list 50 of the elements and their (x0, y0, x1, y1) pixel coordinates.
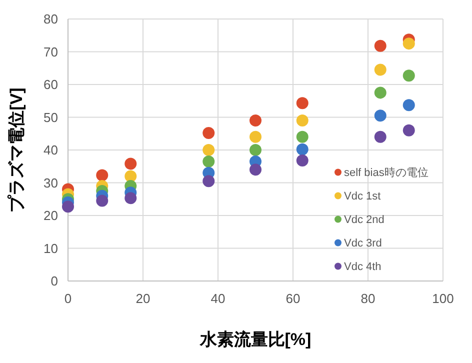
point (402, 38, 415, 50)
y-tick-label: 70 (44, 44, 58, 60)
x-tick-label: 60 (286, 291, 300, 306)
legend-label: Vdc 1st (344, 190, 381, 203)
legend-label: self bias時の電位 (344, 166, 428, 180)
point (374, 64, 386, 76)
y-tick-label: 50 (44, 110, 58, 125)
y-tick-label: 40 (44, 142, 58, 158)
point (374, 130, 386, 143)
legend-label: Vdc 2nd (344, 214, 384, 226)
point (402, 99, 415, 112)
point (296, 97, 308, 110)
point (62, 200, 74, 213)
legend-label: Vdc 3rd (344, 238, 382, 250)
point (374, 110, 386, 122)
y-tick-label: 0 (50, 274, 58, 289)
legend-label: Vdc 4th (344, 261, 382, 274)
point (374, 86, 386, 99)
point (202, 144, 215, 156)
point (96, 169, 108, 182)
point (296, 143, 308, 156)
point (402, 70, 415, 82)
point (296, 114, 308, 127)
point (124, 170, 137, 182)
x-tick-label: 20 (136, 291, 150, 306)
y-tick-label: 60 (44, 77, 58, 92)
point (124, 158, 137, 170)
point (402, 124, 415, 136)
point (296, 154, 308, 166)
x-axis-title: 水素流量比[%] (198, 330, 312, 349)
y-tick-label: 20 (44, 208, 58, 224)
point (250, 130, 262, 143)
point (124, 192, 137, 204)
point (250, 144, 262, 156)
point (202, 126, 215, 139)
point (296, 130, 308, 143)
x-tick-label: 100 (432, 291, 454, 306)
point (202, 175, 215, 188)
x-tick-label: 40 (210, 291, 226, 306)
point (202, 155, 215, 168)
x-tick-label: 0 (64, 291, 72, 306)
y-tick-label: 80 (44, 12, 58, 27)
y-axis-title: プラズマ電位[V] (7, 88, 26, 212)
point (250, 164, 262, 176)
y-tick-label: 30 (44, 175, 58, 190)
point (374, 40, 386, 52)
x-tick-label: 80 (360, 291, 376, 306)
point (96, 194, 108, 207)
point (250, 114, 262, 127)
y-tick-label: 10 (44, 240, 58, 256)
